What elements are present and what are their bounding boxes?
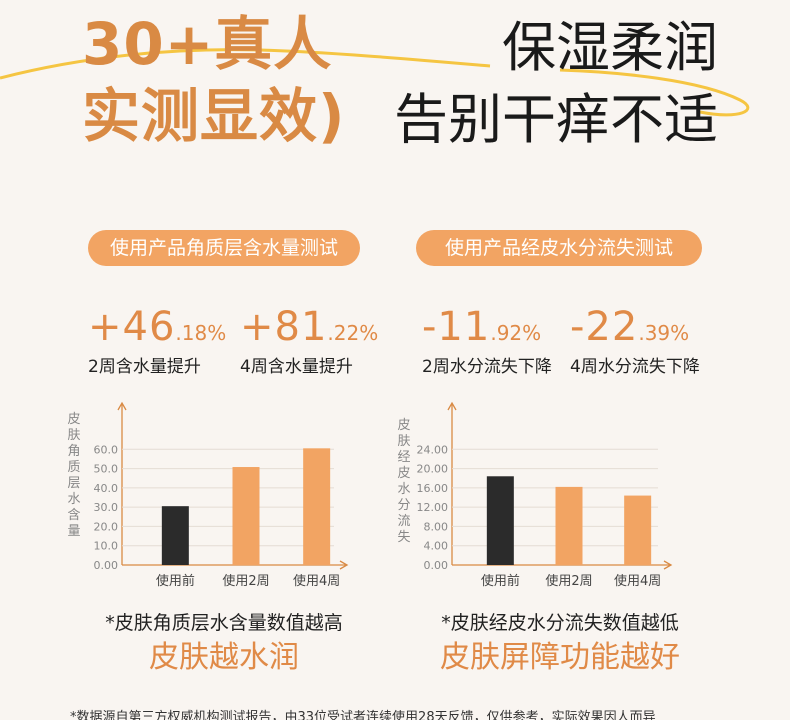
y-tick-label: 30.0 [94,501,119,514]
y-tick-label: 16.00 [417,482,449,495]
bar [232,467,260,565]
x-tick-label: 使用2周 [222,573,269,589]
headline-right-line2: 告别干痒不适 [394,88,718,151]
headline-left: 30+真人 实测显效) [82,8,346,152]
x-tick-label: 使用前 [481,573,520,589]
y-tick-label: 40.0 [94,482,119,495]
headline-right: 保湿柔润 告别干痒不适 [394,12,718,156]
x-tick-label: 使用前 [156,573,195,589]
footnote: *数据源自第三方权威机构测试报告，由33位受试者连续使用28天反馈，仅供参考，实… [70,710,656,720]
stat-label: 4周含水量提升 [240,357,353,377]
chart-tewl: 0.00 4.00 8.00 12.00 16.00 20.00 24.00 使用前 使用2周 使… [414,400,674,595]
tewl-test-pill: 使用产品经皮水分流失测试 [416,230,702,266]
stat-small: .22% [327,321,379,345]
x-axis-arrow [663,560,673,570]
stat-value: +46.18% [88,304,226,350]
bar [303,448,331,565]
headline-right-line1: 保湿柔润 [502,16,718,79]
x-tick-label: 使用4周 [293,573,340,589]
y-tick-label: 10.0 [94,540,119,553]
bar [486,476,514,565]
stat-label: 2周水分流失下降 [422,357,552,377]
y-axis-arrow [447,401,457,411]
stat-value: +81.22% [240,304,378,350]
stat-hydration-4wk: +81.22% 4周含水量提升 [240,304,378,377]
headline-left-line1: 30+真人 [82,10,333,78]
hydration-test-pill: 使用产品角质层含水量测试 [88,230,360,266]
stat-label: 4周水分流失下降 [570,357,700,377]
y-tick-label: 0.00 [424,559,449,572]
x-axis-arrow [339,560,349,570]
x-tick-label: 使用4周 [614,573,661,589]
y-tick-label: 20.00 [417,463,449,476]
chart-hydration: 0.00 10.0 20.0 30.0 40.0 50.0 60.0 使用前 使用2周 使用4周 [84,400,354,595]
bar [161,506,189,565]
chart-hydration-svg: 0.00 10.0 20.0 30.0 40.0 50.0 60.0 使用前 使用2周 使用4周 [94,401,349,589]
tewl-note: *皮肤经皮水分流失数值越低 [441,612,679,634]
bar [555,486,583,565]
stat-tewl-4wk: -22.39% 4周水分流失下降 [570,304,700,377]
y-tick-label: 60.0 [94,443,119,456]
x-tick-label: 使用2周 [545,573,592,589]
bar [624,495,652,565]
y-tick-label: 12.00 [417,501,449,514]
stat-label: 2周含水量提升 [88,357,201,377]
stat-value: -11.92% [422,304,552,350]
tewl-result: 皮肤屏障功能越好 [440,640,680,675]
y-tick-label: 8.00 [424,520,449,533]
stat-small: .92% [490,321,542,345]
stat-big: -22 [570,304,639,350]
y-axis-arrow [117,401,127,411]
stat-hydration-2wk: +46.18% 2周含水量提升 [88,304,226,377]
headline-left-line2: 实测显效) [82,82,346,150]
stat-big: +81 [240,304,328,350]
chart-ylabel-hydration: 皮肤角质层水含量 [67,412,81,539]
stat-value: -22.39% [570,304,700,350]
stat-big: +46 [88,304,176,350]
y-tick-label: 4.00 [424,540,449,553]
hydration-result: 皮肤越水润 [149,640,299,675]
stat-big: -11 [422,304,491,350]
stat-tewl-2wk: -11.92% 2周水分流失下降 [422,304,552,377]
y-tick-label: 20.0 [94,520,119,533]
y-tick-label: 50.0 [94,463,119,476]
y-tick-label: 24.00 [417,443,449,456]
chart-tewl-svg: 0.00 4.00 8.00 12.00 16.00 20.00 24.00 使用前 使用2周 使… [417,401,673,589]
y-tick-label: 0.00 [94,559,119,572]
stat-small: .18% [175,321,227,345]
hydration-note: *皮肤角质层水含量数值越高 [105,612,343,634]
stat-small: .39% [638,321,690,345]
chart-ylabel-tewl: 皮肤经皮水分流失 [397,418,411,545]
